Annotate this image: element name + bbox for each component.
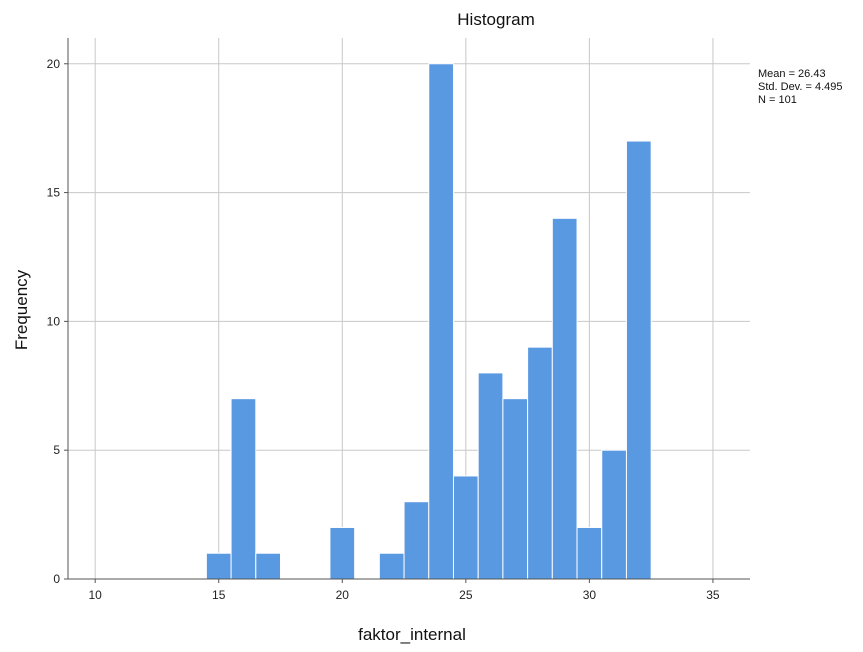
stats-box: Mean = 26.43 Std. Dev. = 4.495 N = 101 bbox=[758, 68, 843, 106]
histogram-bar bbox=[477, 372, 504, 580]
bars bbox=[205, 63, 652, 580]
histogram-bar bbox=[601, 449, 627, 580]
histogram-bar bbox=[527, 346, 553, 580]
stats-mean: Mean = 26.43 bbox=[758, 68, 826, 80]
y-tick-label: 20 bbox=[47, 57, 61, 71]
tick-labels: 0 5 10 15 20 10 15 20 25 30 35 bbox=[47, 57, 720, 602]
histogram-bar bbox=[551, 217, 578, 580]
histogram-bar bbox=[255, 552, 282, 580]
y-tick-label: 5 bbox=[53, 443, 60, 457]
histogram-bar bbox=[576, 526, 603, 580]
histogram-bar bbox=[452, 475, 479, 580]
x-tick-label: 15 bbox=[212, 588, 226, 602]
stats-std-dev: Std. Dev. = 4.495 bbox=[758, 81, 843, 93]
x-tick-label: 20 bbox=[336, 588, 350, 602]
histogram-bar bbox=[428, 63, 454, 580]
y-tick-label: 0 bbox=[53, 572, 60, 586]
x-tick-label: 25 bbox=[459, 588, 473, 602]
histogram-bar bbox=[205, 552, 232, 580]
histogram-bar bbox=[378, 552, 405, 580]
x-tick-label: 10 bbox=[89, 588, 103, 602]
chart-title: Histogram bbox=[457, 10, 534, 29]
axes bbox=[64, 38, 750, 583]
histogram-bar bbox=[502, 398, 529, 580]
x-tick-label: 30 bbox=[583, 588, 597, 602]
y-tick-label: 10 bbox=[47, 314, 61, 328]
x-axis-title: faktor_internal bbox=[358, 625, 466, 644]
x-tick-label: 35 bbox=[706, 588, 720, 602]
histogram-bar bbox=[230, 398, 257, 580]
histogram-bar bbox=[625, 140, 652, 580]
histogram-bar bbox=[403, 501, 430, 580]
stats-n: N = 101 bbox=[758, 94, 797, 106]
y-axis-title: Frequency bbox=[12, 269, 31, 350]
y-tick-label: 15 bbox=[47, 186, 61, 200]
histogram-bar bbox=[329, 526, 356, 580]
